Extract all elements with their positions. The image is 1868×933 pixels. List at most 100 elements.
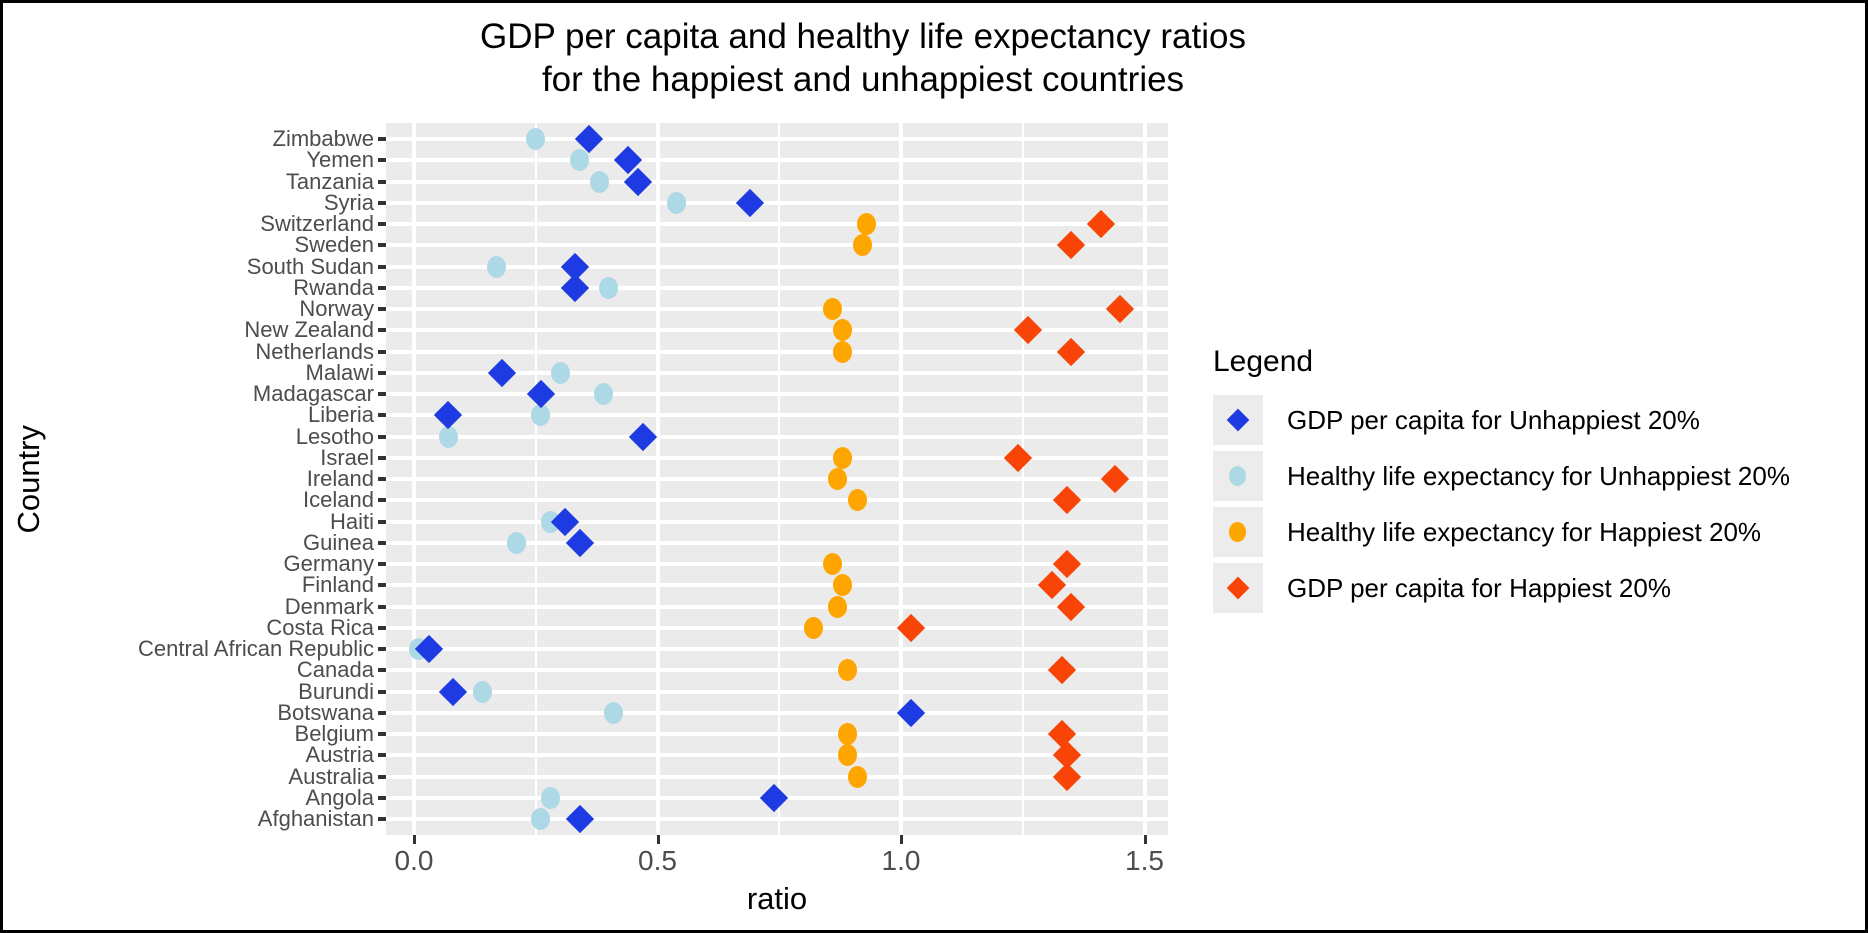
data-point-diamond — [1052, 486, 1081, 515]
legend-label: Healthy life expectancy for Unhappiest 2… — [1287, 460, 1790, 491]
data-point-diamond — [438, 677, 468, 706]
y-tick-mark — [378, 817, 386, 821]
data-point-diamond — [1037, 571, 1067, 600]
data-point-circle — [594, 383, 614, 405]
y-tick-mark — [378, 328, 386, 333]
data-point-diamond — [433, 401, 463, 430]
data-point-circle — [847, 489, 867, 512]
data-point-circle — [823, 298, 843, 320]
gridline-minor-vertical — [534, 123, 537, 835]
legend-item: GDP per capita for Happiest 20% — [1213, 563, 1790, 613]
y-tick-label: Sweden — [294, 232, 374, 258]
data-point-circle — [833, 574, 853, 597]
y-tick-mark — [378, 137, 386, 141]
y-tick-mark — [378, 370, 386, 375]
y-tick-label: Botswana — [277, 699, 374, 725]
y-tick-label: Syria — [323, 189, 374, 215]
y-tick-label: Australia — [288, 763, 374, 789]
y-tick-label: Netherlands — [255, 338, 374, 364]
data-point-diamond — [526, 379, 555, 409]
y-tick-mark — [378, 710, 386, 715]
gridline-major-vertical — [412, 123, 416, 835]
y-tick-mark — [378, 689, 386, 694]
y-tick-label: South Sudan — [246, 253, 374, 279]
gridline-major-horizontal — [386, 477, 1168, 481]
legend-label: Healthy life expectancy for Happiest 20% — [1287, 516, 1762, 547]
x-tick-label: 0.0 — [394, 845, 434, 876]
y-tick-label: Zimbabwe — [272, 126, 374, 151]
data-point-circle — [833, 340, 853, 363]
y-tick-mark — [378, 413, 386, 418]
x-tick-mark — [656, 835, 660, 844]
legend: Legend GDP per capita for Unhappiest 20%… — [1213, 345, 1790, 619]
y-tick-label: Ireland — [306, 466, 374, 491]
legend-items: GDP per capita for Unhappiest 20% Healthy… — [1213, 395, 1790, 613]
gridline-minor-vertical — [778, 123, 781, 835]
data-point-circle — [487, 255, 507, 278]
gridline-major-horizontal — [386, 179, 1168, 184]
data-point-diamond — [1013, 316, 1042, 345]
data-point-circle — [531, 404, 551, 427]
data-point-diamond — [1003, 443, 1033, 472]
data-point-circle — [526, 128, 546, 150]
data-point-diamond — [1052, 762, 1081, 791]
data-point-circle — [847, 765, 867, 788]
data-point-circle — [833, 319, 853, 342]
data-point-diamond — [487, 358, 516, 387]
y-tick-mark — [378, 222, 386, 226]
data-point-circle — [531, 808, 551, 830]
data-point-diamond — [760, 783, 789, 812]
y-tick-label: Lesotho — [295, 423, 374, 449]
data-point-diamond — [1057, 337, 1086, 366]
y-tick-mark — [378, 668, 386, 673]
gridline-minor-vertical — [1021, 123, 1024, 835]
legend-label: GDP per capita for Unhappiest 20% — [1287, 404, 1700, 435]
data-point-diamond — [1047, 656, 1076, 685]
data-point-circle — [828, 595, 848, 618]
diamond-legend-marker-icon — [1226, 408, 1250, 432]
y-tick-mark — [378, 158, 386, 163]
gridline-major-horizontal — [386, 604, 1168, 609]
y-tick-label: Burundi — [298, 678, 374, 704]
gridline-major-horizontal — [386, 264, 1168, 269]
y-tick-label: Central African Republic — [137, 636, 374, 661]
gridline-major-horizontal — [386, 753, 1168, 758]
gridline-major-horizontal — [386, 668, 1168, 673]
y-tick-mark — [378, 774, 386, 779]
circle-legend-marker-icon — [1229, 522, 1246, 542]
gridline-major-horizontal — [386, 328, 1168, 333]
gridline-major-horizontal — [386, 583, 1168, 588]
x-tick-label: 0.5 — [638, 845, 677, 876]
y-tick-label: Austria — [305, 742, 374, 768]
gridline-major-horizontal — [386, 413, 1168, 418]
data-point-diamond — [565, 804, 594, 834]
y-tick-label: Haiti — [329, 508, 374, 534]
legend-key — [1213, 563, 1263, 613]
y-tick-label: Denmark — [284, 593, 374, 619]
y-tick-mark — [378, 795, 386, 800]
y-tick-mark — [378, 732, 386, 736]
gridline-major-horizontal — [386, 817, 1168, 821]
data-point-circle — [837, 744, 857, 767]
gridline-major-horizontal — [386, 625, 1168, 630]
x-tick-mark — [900, 835, 903, 844]
y-tick-label: Iceland — [303, 487, 374, 513]
y-tick-label: Afghanistan — [257, 806, 374, 831]
diamond-legend-marker-icon — [1226, 576, 1250, 600]
gridline-major-horizontal — [386, 519, 1168, 524]
y-tick-mark — [378, 434, 386, 439]
gridline-major-horizontal — [386, 392, 1168, 396]
gridline-major-horizontal — [386, 158, 1168, 163]
data-point-circle — [599, 276, 619, 299]
y-tick-label: Germany — [283, 551, 374, 576]
data-point-diamond — [565, 528, 594, 557]
gridline-major-horizontal — [386, 455, 1168, 460]
x-tick-label: 1.5 — [1125, 845, 1164, 876]
gridline-major-horizontal — [386, 285, 1168, 290]
gridline-major-horizontal — [386, 732, 1168, 736]
gridline-major-horizontal — [386, 774, 1168, 779]
data-point-circle — [828, 468, 848, 490]
y-tick-mark — [378, 498, 386, 503]
y-tick-label: Finland — [301, 572, 374, 598]
gridline-major-horizontal — [386, 243, 1168, 248]
